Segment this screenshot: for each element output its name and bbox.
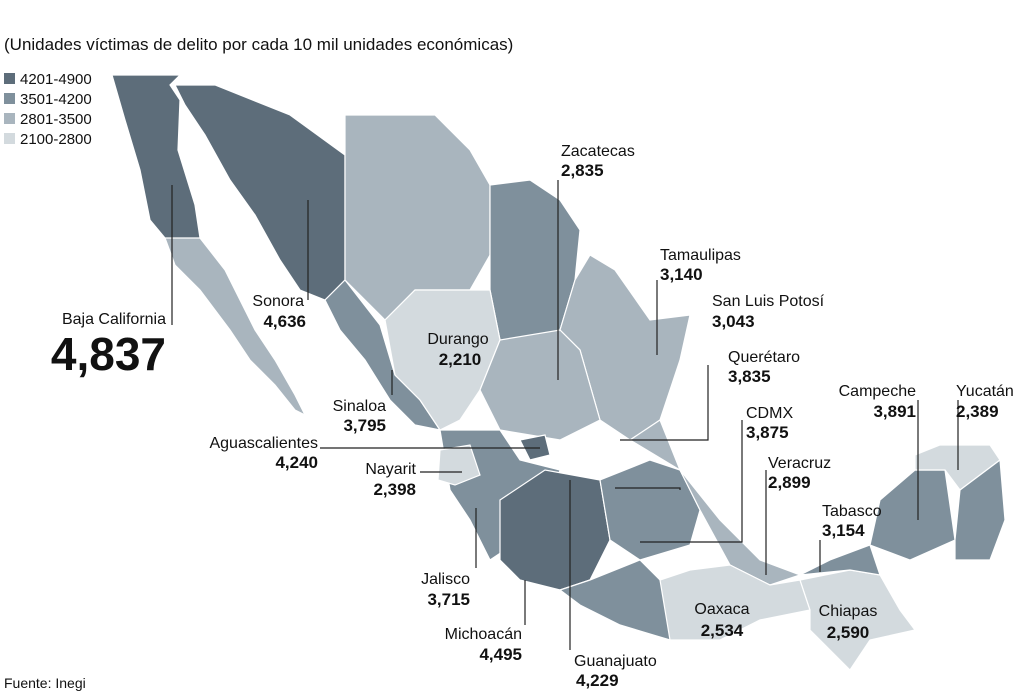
state-shape <box>479 329 601 441</box>
state-value: 2,534 <box>701 621 744 640</box>
state-value: 2,398 <box>373 480 416 499</box>
state-name: Nayarit <box>365 461 416 478</box>
legend-label: 2100-2800 <box>20 131 92 148</box>
state-shape <box>437 444 481 486</box>
state-shape <box>174 84 346 301</box>
state-value: 2,590 <box>827 623 870 642</box>
state-name: Querétaro <box>728 349 800 366</box>
state-value: 3,154 <box>822 521 865 540</box>
state-value: 4,636 <box>263 312 306 331</box>
state-name: Sonora <box>252 293 304 310</box>
state-name: Oaxaca <box>694 601 749 618</box>
state-value: 2,899 <box>768 473 811 492</box>
state-value: 2,835 <box>561 161 604 180</box>
legend-swatch <box>4 133 15 144</box>
state-name: Chiapas <box>819 603 878 620</box>
state-shape <box>954 458 1006 561</box>
state-shape <box>344 114 491 321</box>
state-value: 3,795 <box>343 416 386 435</box>
leader-line <box>640 420 743 543</box>
state-name: Aguascalientes <box>209 435 318 452</box>
state-name: Tamaulipas <box>660 247 741 264</box>
state-name: Jalisco <box>421 571 470 588</box>
state-value: 3,715 <box>427 590 470 609</box>
legend: 4201-4900 3501-4200 2801-3500 2100-2800 <box>4 71 92 148</box>
state-value: 4,229 <box>576 671 619 690</box>
source: Fuente: Inegi <box>4 675 86 691</box>
state-name: San Luis Potosí <box>712 293 825 310</box>
state-value: 3,875 <box>746 423 789 442</box>
state-shape <box>384 289 501 431</box>
state-name: Yucatán <box>956 383 1014 400</box>
legend-swatch <box>4 93 15 104</box>
state-value: 3,835 <box>728 367 771 386</box>
title: (Unidades víctimas de delito por cada 10… <box>4 35 513 54</box>
map-shapes <box>111 74 1006 671</box>
state-name: CDMX <box>746 405 793 422</box>
leader-lines <box>171 180 959 650</box>
state-shape <box>869 469 956 561</box>
state-name: Durango <box>427 331 488 348</box>
state-value: 4,495 <box>479 645 522 664</box>
state-shape <box>799 544 881 576</box>
state-labels: Baja California 4,837 Sonora 4,636 Sinal… <box>51 143 1014 690</box>
state-name: Sinaloa <box>333 398 386 415</box>
state-name: Michoacán <box>445 626 522 643</box>
legend-label: 2801-3500 <box>20 111 92 128</box>
state-value: 4,837 <box>51 328 166 380</box>
legend-label: 3501-4200 <box>20 91 92 108</box>
state-value: 4,240 <box>275 453 318 472</box>
state-value: 3,043 <box>712 312 755 331</box>
state-value: 2,210 <box>439 350 482 369</box>
state-shape <box>164 237 307 417</box>
leader-line <box>620 365 709 441</box>
state-name: Tabasco <box>822 503 882 520</box>
state-name: Campeche <box>839 383 916 400</box>
state-name: Guanajuato <box>574 653 657 670</box>
state-shape <box>599 459 701 561</box>
state-value: 3,140 <box>660 265 703 284</box>
leader-line <box>615 487 681 490</box>
state-shape <box>799 569 917 671</box>
state-name: Veracruz <box>768 455 831 472</box>
state-name: Zacatecas <box>561 143 635 160</box>
state-value: 2,389 <box>956 402 999 421</box>
legend-swatch <box>4 73 15 84</box>
state-name: Baja California <box>62 311 166 328</box>
legend-swatch <box>4 113 15 124</box>
legend-label: 4201-4900 <box>20 71 92 88</box>
state-value: 3,891 <box>873 402 916 421</box>
